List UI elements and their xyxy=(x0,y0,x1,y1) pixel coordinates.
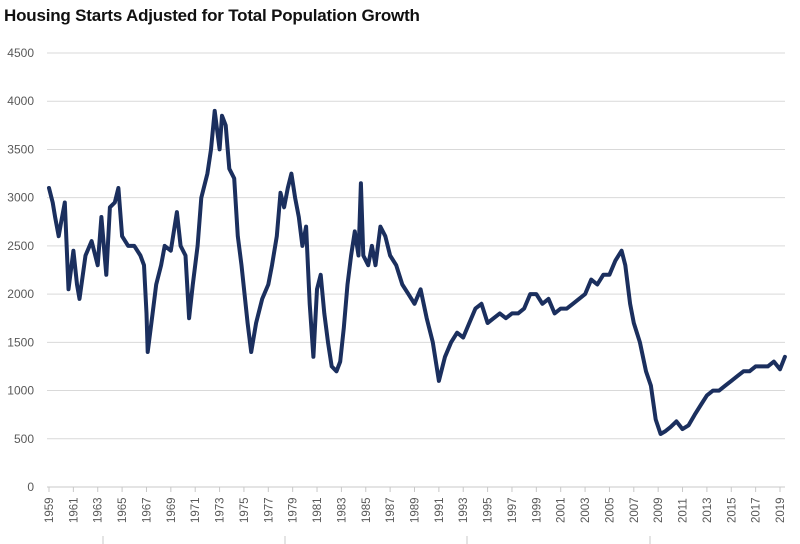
series-line-0 xyxy=(47,108,787,436)
y-tick-label: 1500 xyxy=(7,335,34,349)
y-tick-label: 1000 xyxy=(7,384,34,398)
x-tick-label: 1969 xyxy=(166,497,178,523)
x-tick-label: 1995 xyxy=(483,497,495,523)
y-tick-label: 0 xyxy=(27,480,34,494)
y-tick-label: 4500 xyxy=(7,46,34,60)
x-tick-label: 1981 xyxy=(312,497,324,523)
x-tick-label: 2019 xyxy=(775,497,787,523)
y-tick-label: 2000 xyxy=(7,287,34,301)
x-tick-label: 1991 xyxy=(434,497,446,523)
x-tick-label: 2017 xyxy=(751,497,763,523)
x-tick-label: 1997 xyxy=(507,497,519,523)
x-tick-label: 1985 xyxy=(361,497,373,523)
x-tick-label: 2001 xyxy=(556,497,568,523)
x-tick-label: 1963 xyxy=(93,497,105,523)
x-tick-label: 2011 xyxy=(678,498,690,523)
x-tick-label: 2009 xyxy=(653,497,665,523)
x-tick-label: 1975 xyxy=(239,497,251,523)
x-tick-label: 1977 xyxy=(263,497,275,523)
x-tick-label: 1965 xyxy=(117,497,129,523)
x-tick-label: 1973 xyxy=(215,497,227,523)
x-tick-label: 1983 xyxy=(336,497,348,523)
x-tick-label: 1989 xyxy=(410,497,422,523)
y-tick-label: 500 xyxy=(14,432,34,446)
x-tick-label: 1987 xyxy=(385,497,397,523)
x-tick-label: 1979 xyxy=(288,497,300,523)
x-tick-label: 2015 xyxy=(726,497,738,523)
x-tick-label: 1967 xyxy=(141,497,153,523)
x-tick-label: 1959 xyxy=(44,497,56,523)
y-tick-label: 3000 xyxy=(7,191,34,205)
x-tick-label: 1961 xyxy=(68,497,80,523)
x-tick-label: 2003 xyxy=(580,497,592,523)
y-tick-label: 4000 xyxy=(7,94,34,108)
x-tick-label: 1999 xyxy=(531,497,543,523)
x-tick-label: 2007 xyxy=(629,497,641,523)
y-tick-label: 2500 xyxy=(7,239,34,253)
y-tick-label: 3500 xyxy=(7,142,34,156)
x-tick-label: 2013 xyxy=(702,497,714,523)
chart-title: Housing Starts Adjusted for Total Popula… xyxy=(4,6,420,25)
x-tick-label: 1993 xyxy=(458,497,470,523)
x-tick-label: 2005 xyxy=(604,497,616,523)
x-tick-label: 1971 xyxy=(190,497,202,523)
